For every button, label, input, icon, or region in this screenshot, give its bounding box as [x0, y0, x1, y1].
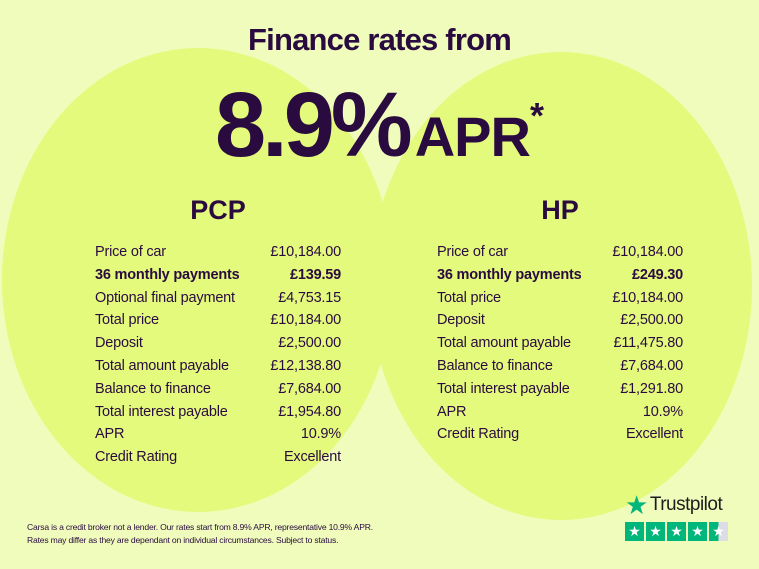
table-row: Credit Rating Excellent [95, 446, 341, 469]
background-circle-right [370, 52, 752, 520]
row-label: Total interest payable [95, 403, 228, 420]
table-row: Price of car £10,184.00 [437, 241, 683, 264]
row-label: Total price [95, 312, 159, 329]
table-row: 36 monthly payments £249.30 [437, 264, 683, 287]
row-value: £7,684.00 [620, 357, 683, 374]
row-value: Excellent [283, 449, 341, 466]
row-label: 36 monthly payments [437, 266, 582, 283]
disclaimer-line: Rates may differ as they are dependant o… [27, 534, 339, 545]
row-label: Price of car [95, 244, 166, 260]
apr-label: APR [414, 105, 531, 168]
table-row: Balance to finance £7,684.00 [95, 378, 341, 401]
row-value: £10,184.00 [612, 244, 683, 260]
table-row: Total interest payable £1,954.80 [95, 401, 341, 424]
row-value: £4,753.15 [278, 289, 341, 306]
trustpilot-badge: ★ Trustpilot ★ ★ ★ ★ ★ [625, 490, 728, 541]
trustpilot-label: Trustpilot [649, 494, 723, 515]
row-value: £1,291.80 [620, 380, 683, 397]
table-row: Deposit £2,500.00 [437, 309, 683, 332]
row-label: Price of car [437, 244, 508, 260]
row-value: 10.9% [642, 403, 683, 420]
table-row: Deposit £2,500.00 [95, 332, 341, 355]
row-value: 10.9% [300, 426, 341, 443]
star-icon: ★ [709, 522, 728, 541]
star-icon: ★ [625, 490, 648, 520]
row-label: 36 monthly payments [95, 266, 240, 283]
row-value: £10,184.00 [612, 289, 683, 306]
table-row: Total interest payable £1,291.80 [437, 378, 683, 401]
row-label: APR [437, 403, 467, 420]
table-row: Total price £10,184.00 [437, 287, 683, 310]
table-row: Total price £10,184.00 [95, 309, 341, 332]
plan-hp: HP Price of car £10,184.00 36 monthly paym… [437, 195, 683, 446]
background-circle-left [2, 48, 394, 512]
row-label: Optional final payment [95, 289, 235, 306]
row-label: Credit Rating [95, 449, 178, 466]
star-icon: ★ [625, 522, 644, 541]
table-row: Credit Rating Excellent [437, 423, 683, 446]
row-value: £7,684.00 [278, 380, 341, 397]
row-label: Total amount payable [95, 357, 229, 374]
row-value: Excellent [625, 426, 683, 443]
table-row: Total amount payable £11,475.80 [437, 332, 683, 355]
row-value: £10,184.00 [270, 244, 341, 260]
trustpilot-rating: ★ ★ ★ ★ ★ [625, 522, 728, 541]
row-value: £10,184.00 [270, 312, 341, 329]
row-label: Deposit [437, 312, 485, 329]
row-label: Deposit [95, 335, 143, 352]
row-value: £1,954.80 [278, 403, 341, 420]
asterisk: * [529, 95, 544, 136]
row-label: APR [95, 426, 125, 443]
table-row: APR 10.9% [95, 423, 341, 446]
row-label: Credit Rating [437, 426, 520, 443]
row-label: Total interest payable [437, 380, 570, 397]
row-label: Total amount payable [437, 335, 571, 352]
row-label: Balance to finance [95, 380, 211, 397]
row-value: £2,500.00 [278, 335, 341, 352]
row-value: £249.30 [631, 266, 683, 283]
disclaimer-line: Carsa is a credit broker not a lender. O… [27, 522, 373, 532]
row-label: Balance to finance [437, 357, 553, 374]
disclaimer: Carsa is a credit broker not a lender. O… [27, 521, 373, 546]
row-value: £139.59 [289, 266, 341, 283]
star-icon: ★ [667, 522, 686, 541]
table-row: 36 monthly payments £139.59 [95, 264, 341, 287]
plan-pcp: PCP Price of car £10,184.00 36 monthly pay… [95, 195, 341, 469]
plan-title: PCP [190, 195, 246, 225]
plan-title: HP [541, 195, 579, 225]
star-icon: ★ [688, 522, 707, 541]
rate-value: 8.9% [215, 74, 413, 176]
row-value: £12,138.80 [270, 357, 341, 374]
trustpilot-logo: ★ Trustpilot [625, 490, 728, 520]
row-value: £2,500.00 [620, 312, 683, 329]
table-row: Optional final payment £4,753.15 [95, 287, 341, 310]
row-label: Total price [437, 289, 501, 306]
table-row: Balance to finance £7,684.00 [437, 355, 683, 378]
row-value: £11,475.80 [613, 335, 684, 352]
table-row: Total amount payable £12,138.80 [95, 355, 341, 378]
headline-intro: Finance rates from [248, 22, 512, 57]
table-row: APR 10.9% [437, 401, 683, 424]
table-row: Price of car £10,184.00 [95, 241, 341, 264]
star-icon: ★ [646, 522, 665, 541]
headline-rate: 8.9% APR* [0, 66, 759, 187]
